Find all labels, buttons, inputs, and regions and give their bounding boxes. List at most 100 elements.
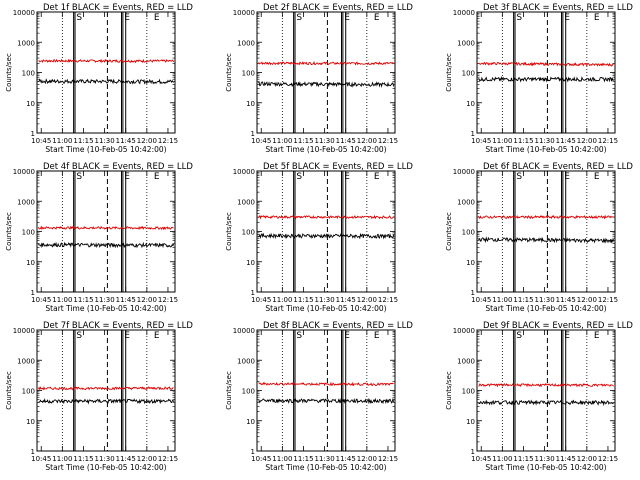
marker-letter-E: E bbox=[564, 331, 570, 341]
y-tick-label: 10000 bbox=[233, 9, 255, 17]
x-tick-label: 12:15 bbox=[158, 296, 178, 304]
y-tick-label: 10 bbox=[26, 100, 35, 108]
x-tick-label: 10:45 bbox=[31, 137, 51, 145]
y-axis-label: Counts/sec bbox=[225, 371, 233, 410]
marker-letter-E: E bbox=[124, 13, 130, 23]
marker-letter-S: S bbox=[296, 331, 302, 341]
marker-letter-S: S bbox=[516, 331, 522, 341]
x-axis-label: Start Time (10-Feb-05 10:42:00) bbox=[45, 304, 166, 313]
x-tick-label: 12:00 bbox=[357, 296, 377, 304]
x-tick-label: 11:45 bbox=[336, 137, 356, 145]
y-tick-label: 1000 bbox=[17, 39, 35, 47]
x-tick-label: 12:15 bbox=[378, 296, 398, 304]
plot-frame bbox=[36, 170, 176, 293]
x-tick-label: 11:30 bbox=[534, 137, 554, 145]
events-series-line bbox=[37, 241, 175, 249]
lld-series-line bbox=[37, 386, 174, 391]
x-tick-label: 11:00 bbox=[492, 455, 512, 463]
marker-letter-E: E bbox=[344, 331, 350, 341]
events-series-line bbox=[478, 399, 614, 407]
x-tick-label: 10:45 bbox=[471, 296, 491, 304]
panel-title: Det 8f BLACK = Events, RED = LLD bbox=[263, 321, 413, 331]
y-tick-label: 100 bbox=[462, 229, 475, 237]
panel-det-8f: Det 8f BLACK = Events, RED = LLD 1 10 100 10… bbox=[225, 321, 413, 472]
lld-series-line bbox=[38, 58, 175, 64]
panel-det-4f: Det 4f BLACK = Events, RED = LLD 1 10 100 10… bbox=[5, 162, 193, 313]
panel-det-3f: Det 3f BLACK = Events, RED = LLD 1 10 100 10… bbox=[445, 3, 633, 154]
y-tick-label: 100 bbox=[22, 70, 35, 78]
marker-letter-E: E bbox=[594, 331, 600, 341]
x-tick-label: 11:30 bbox=[314, 455, 334, 463]
y-tick-label: 1 bbox=[31, 289, 35, 297]
x-tick-label: 11:45 bbox=[116, 296, 136, 304]
marker-letter-E: E bbox=[594, 13, 600, 23]
marker-letter-S: S bbox=[76, 13, 82, 23]
lld-series-line bbox=[258, 60, 394, 66]
y-tick-label: 100 bbox=[22, 388, 35, 396]
x-tick-label: 11:00 bbox=[52, 137, 72, 145]
x-axis-label: Start Time (10-Feb-05 10:42:00) bbox=[485, 145, 606, 154]
panel-title: Det 6f BLACK = Events, RED = LLD bbox=[483, 162, 633, 172]
marker-letter-S: S bbox=[296, 13, 302, 23]
y-axis-label: Counts/sec bbox=[445, 53, 453, 92]
y-tick-label: 10 bbox=[246, 100, 255, 108]
y-tick-label: 1 bbox=[471, 448, 475, 456]
panel-det-1f: Det 1f BLACK = Events, RED = LLD 1 10 100 10… bbox=[5, 3, 193, 154]
x-axis-label: Start Time (10-Feb-05 10:42:00) bbox=[45, 145, 166, 154]
lld-series-line bbox=[37, 225, 174, 231]
x-tick-label: 10:45 bbox=[251, 296, 271, 304]
plot-frame bbox=[476, 170, 616, 293]
events-series-line bbox=[258, 397, 395, 405]
lld-series-line bbox=[258, 214, 395, 220]
x-tick-label: 10:45 bbox=[251, 137, 271, 145]
x-tick-label: 11:45 bbox=[116, 455, 136, 463]
x-tick-label: 12:15 bbox=[158, 137, 178, 145]
y-tick-label: 1000 bbox=[17, 357, 35, 365]
y-tick-label: 100 bbox=[462, 388, 475, 396]
lld-series-line bbox=[478, 382, 614, 388]
marker-letter-S: S bbox=[296, 172, 302, 182]
x-tick-label: 11:15 bbox=[513, 455, 533, 463]
y-tick-label: 1 bbox=[31, 130, 35, 138]
plot-frame bbox=[476, 329, 616, 452]
y-tick-label: 10 bbox=[246, 418, 255, 426]
x-tick-label: 11:00 bbox=[52, 296, 72, 304]
y-tick-label: 1 bbox=[31, 448, 35, 456]
panel-title: Det 5f BLACK = Events, RED = LLD bbox=[263, 162, 413, 172]
x-axis-label: Start Time (10-Feb-05 10:42:00) bbox=[45, 463, 166, 472]
y-axis-label: Counts/sec bbox=[225, 212, 233, 251]
plot-frame bbox=[36, 11, 176, 134]
marker-letter-E: E bbox=[344, 172, 350, 182]
y-tick-label: 1000 bbox=[457, 357, 475, 365]
x-tick-label: 10:45 bbox=[471, 137, 491, 145]
x-tick-label: 11:00 bbox=[492, 137, 512, 145]
events-series-line bbox=[478, 236, 615, 244]
events-series-line bbox=[258, 232, 395, 240]
marker-letter-E: E bbox=[124, 331, 130, 341]
x-tick-label: 12:00 bbox=[137, 455, 157, 463]
panel-det-5f: Det 5f BLACK = Events, RED = LLD 1 10 100 10… bbox=[225, 162, 413, 313]
marker-letter-E: E bbox=[564, 13, 570, 23]
x-axis-label: Start Time (10-Feb-05 10:42:00) bbox=[485, 304, 606, 313]
x-tick-label: 11:30 bbox=[314, 137, 334, 145]
marker-letter-E: E bbox=[374, 172, 380, 182]
y-tick-label: 100 bbox=[22, 229, 35, 237]
events-series-line bbox=[38, 78, 174, 85]
x-tick-label: 12:15 bbox=[598, 296, 618, 304]
events-series-line bbox=[38, 397, 175, 405]
panel-det-9f: Det 9f BLACK = Events, RED = LLD 1 10 100 10… bbox=[445, 321, 633, 472]
y-tick-label: 10000 bbox=[13, 327, 35, 335]
panel-title: Det 2f BLACK = Events, RED = LLD bbox=[263, 3, 413, 13]
panel-det-2f: Det 2f BLACK = Events, RED = LLD 1 10 100 10… bbox=[225, 3, 413, 154]
x-tick-label: 12:15 bbox=[378, 137, 398, 145]
marker-letter-E: E bbox=[374, 331, 380, 341]
marker-letter-S: S bbox=[516, 172, 522, 182]
y-tick-label: 1 bbox=[251, 130, 255, 138]
events-series-line bbox=[258, 80, 395, 88]
x-tick-label: 11:45 bbox=[336, 296, 356, 304]
x-tick-label: 11:15 bbox=[293, 296, 313, 304]
x-tick-label: 11:15 bbox=[293, 455, 313, 463]
y-tick-label: 1000 bbox=[237, 357, 255, 365]
y-tick-label: 10000 bbox=[13, 9, 35, 17]
